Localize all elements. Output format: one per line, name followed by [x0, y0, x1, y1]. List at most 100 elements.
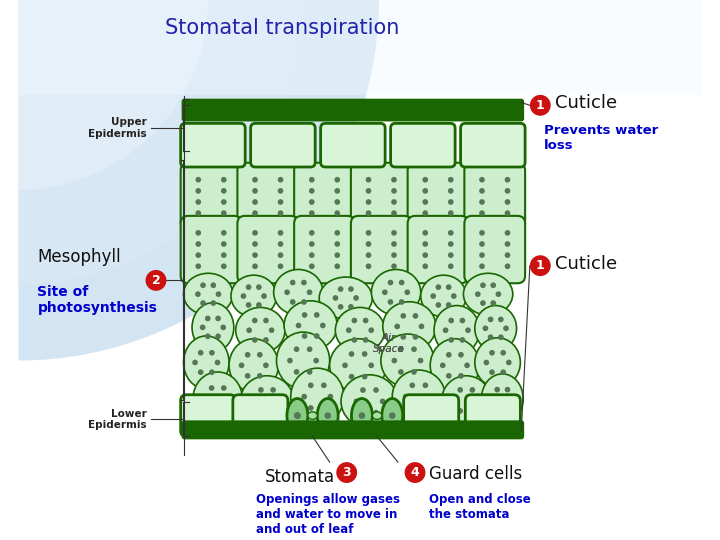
Circle shape [302, 312, 307, 318]
Circle shape [221, 188, 227, 194]
Circle shape [215, 333, 221, 339]
FancyBboxPatch shape [181, 420, 524, 440]
Circle shape [448, 199, 454, 205]
Circle shape [278, 210, 284, 216]
Circle shape [464, 362, 470, 368]
Text: Cuticle: Cuticle [554, 94, 616, 112]
Ellipse shape [392, 370, 446, 423]
Circle shape [448, 177, 454, 183]
Circle shape [391, 199, 397, 205]
Circle shape [446, 373, 451, 379]
Ellipse shape [381, 334, 434, 387]
Circle shape [195, 188, 201, 194]
Circle shape [391, 230, 397, 235]
Circle shape [278, 188, 284, 194]
Ellipse shape [291, 368, 344, 425]
Circle shape [413, 334, 418, 340]
Circle shape [413, 313, 418, 319]
FancyBboxPatch shape [251, 123, 315, 167]
Circle shape [373, 387, 379, 393]
Circle shape [215, 360, 220, 366]
Circle shape [530, 95, 551, 116]
Circle shape [252, 264, 258, 269]
Circle shape [221, 385, 227, 391]
Text: Upper
Epidermis: Upper Epidermis [88, 117, 146, 139]
Circle shape [403, 394, 408, 400]
Circle shape [221, 177, 227, 183]
Circle shape [252, 252, 258, 258]
Circle shape [195, 199, 201, 205]
Circle shape [449, 337, 454, 343]
Circle shape [246, 284, 251, 290]
Circle shape [334, 188, 340, 194]
Circle shape [348, 374, 354, 380]
Circle shape [391, 210, 397, 216]
Circle shape [448, 188, 454, 194]
Bar [184, 104, 521, 117]
Text: 2: 2 [152, 274, 161, 287]
Circle shape [252, 318, 258, 323]
Circle shape [479, 199, 485, 205]
Circle shape [423, 188, 428, 194]
Circle shape [411, 369, 417, 375]
Circle shape [391, 177, 397, 183]
Circle shape [307, 346, 312, 352]
Circle shape [278, 264, 284, 269]
Circle shape [195, 291, 201, 297]
FancyBboxPatch shape [464, 163, 525, 230]
Circle shape [399, 299, 405, 305]
Circle shape [301, 299, 307, 305]
Circle shape [278, 230, 284, 235]
Circle shape [200, 282, 206, 288]
Circle shape [220, 325, 226, 330]
Circle shape [423, 230, 428, 235]
Circle shape [320, 322, 325, 328]
Circle shape [359, 413, 365, 419]
Circle shape [195, 230, 201, 235]
Circle shape [469, 408, 475, 414]
Ellipse shape [383, 302, 436, 351]
Circle shape [287, 357, 293, 363]
Circle shape [480, 282, 486, 288]
Circle shape [443, 327, 449, 333]
Circle shape [360, 410, 366, 416]
Circle shape [278, 252, 284, 258]
FancyBboxPatch shape [464, 216, 525, 284]
Circle shape [195, 264, 201, 269]
Circle shape [246, 302, 251, 308]
Circle shape [489, 350, 495, 356]
Circle shape [495, 404, 500, 410]
Circle shape [366, 241, 372, 247]
Circle shape [334, 252, 340, 258]
Circle shape [391, 188, 397, 194]
FancyBboxPatch shape [294, 163, 355, 230]
Circle shape [221, 264, 227, 269]
Circle shape [476, 397, 481, 403]
Circle shape [252, 199, 258, 205]
Circle shape [465, 327, 471, 333]
Circle shape [391, 241, 397, 247]
Circle shape [389, 413, 395, 419]
Circle shape [252, 241, 258, 247]
Ellipse shape [474, 306, 516, 351]
Circle shape [221, 199, 227, 205]
FancyBboxPatch shape [408, 163, 469, 230]
Circle shape [261, 293, 267, 299]
Circle shape [198, 350, 204, 356]
Circle shape [351, 337, 357, 343]
Circle shape [309, 199, 315, 205]
Wedge shape [19, 0, 379, 361]
Wedge shape [19, 0, 303, 285]
Circle shape [423, 264, 428, 269]
Circle shape [490, 300, 496, 306]
Circle shape [314, 333, 320, 339]
Circle shape [258, 387, 264, 393]
FancyBboxPatch shape [294, 216, 355, 284]
Circle shape [366, 230, 372, 235]
Circle shape [270, 408, 276, 414]
Circle shape [505, 177, 510, 183]
Ellipse shape [240, 376, 294, 425]
Circle shape [366, 188, 372, 194]
Circle shape [448, 230, 454, 235]
Circle shape [334, 241, 340, 247]
